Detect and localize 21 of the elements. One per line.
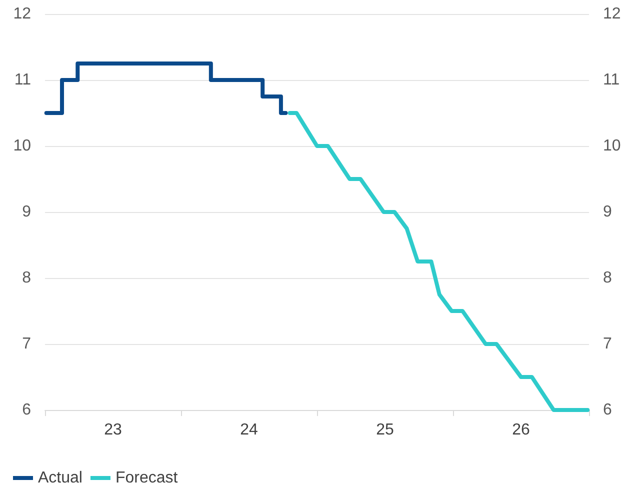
legend-label: Actual	[38, 470, 82, 486]
x-tick-label: 26	[512, 422, 530, 438]
y-tick-label: 12	[13, 6, 32, 22]
legend-label: Forecast	[115, 470, 178, 486]
y-tick-label: 11	[14, 72, 32, 88]
line-series	[288, 111, 590, 412]
y-tick-label: 8	[22, 270, 32, 286]
x-tick-label: 25	[376, 422, 394, 438]
y2-tick-label: 8	[603, 270, 612, 286]
y-tick-label: 10	[13, 138, 32, 154]
y2-tick-label: 9	[603, 204, 612, 220]
y-tick-label: 7	[22, 336, 32, 352]
y-tick-label: 9	[22, 204, 32, 220]
y-tick-label: 6	[22, 402, 32, 418]
y2-tick-label: 11	[603, 72, 620, 88]
y2-tick-label: 12	[603, 6, 621, 22]
y2-tick-label: 7	[603, 336, 612, 352]
x-tick-label: 23	[104, 422, 122, 438]
x-tick-label: 24	[240, 422, 258, 438]
y2-tick-label: 6	[603, 402, 612, 418]
y2-tick-label: 10	[603, 138, 621, 154]
